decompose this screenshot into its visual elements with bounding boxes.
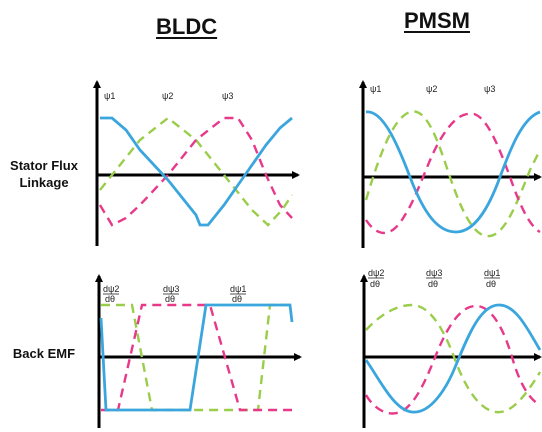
pmsm-emf-label-1-den: dθ [370,279,380,289]
bldc-flux-panel: ψ1 ψ2 ψ3 [93,80,300,246]
pmsm-emf-label-1-num: dψ2 [368,268,384,278]
pmsm-flux-psi1-waveform [365,110,541,234]
pmsm-flux-psi2-waveform [364,110,542,238]
bldc-flux-psi1-waveform [100,116,293,227]
bldc-emf-dpsi1-waveform [99,303,294,412]
pmsm-flux-psi3-waveform [365,112,541,235]
bldc-flux-label-psi1: ψ1 [104,91,115,101]
bldc-emf-label-1-num: dψ2 [103,284,119,294]
pmsm-emf-label-2-den: dθ [428,279,438,289]
pmsm-emf-dpsi3-waveform [364,304,541,415]
pmsm-emf-panel: dψ2 dθ dψ3 dθ dψ1 dθ [360,268,542,428]
pmsm-flux-panel: ψ1 ψ2 ψ3 [359,80,542,248]
pmsm-emf-label-3-den: dθ [486,279,496,289]
pmsm-title: PMSM [404,8,470,33]
bldc-flux-psi2-waveform [99,116,293,227]
pmsm-emf-label-2-num: dψ3 [426,268,442,278]
row-label-back-emf: Back EMF [12,346,76,361]
bldc-flux-label-psi3: ψ3 [222,91,233,101]
pmsm-flux-label-psi1: ψ1 [370,84,381,94]
bldc-emf-label-3-num: dψ1 [230,284,246,294]
pmsm-flux-label-psi2: ψ2 [426,84,437,94]
bldc-emf-dpsi3-waveform [101,303,292,412]
bldc-emf-panel: dψ2 dθ dψ3 dθ dψ1 dθ [95,274,302,428]
bldc-emf-dpsi2-waveform [101,303,292,412]
pmsm-emf-dpsi1-waveform [364,303,542,414]
bldc-flux-psi3-waveform [98,116,293,227]
bldc-emf-label-2-num: dψ3 [163,284,179,294]
pmsm-flux-label-psi3: ψ3 [484,84,495,94]
pmsm-emf-label-3-num: dψ1 [484,268,500,278]
bldc-flux-label-psi2: ψ2 [162,91,173,101]
row-label-stator-flux-line2: Linkage [19,175,69,190]
row-label-stator-flux: Stator Flux Linkage [2,157,86,191]
bldc-emf-label-3-den: dθ [232,294,242,304]
bldc-emf-label-1-den: dθ [105,294,115,304]
bldc-title: BLDC [156,14,218,39]
pmsm-emf-dpsi2-waveform [365,303,542,414]
bldc-emf-label-2-den: dθ [165,294,175,304]
row-label-stator-flux-line1: Stator Flux [10,158,78,173]
